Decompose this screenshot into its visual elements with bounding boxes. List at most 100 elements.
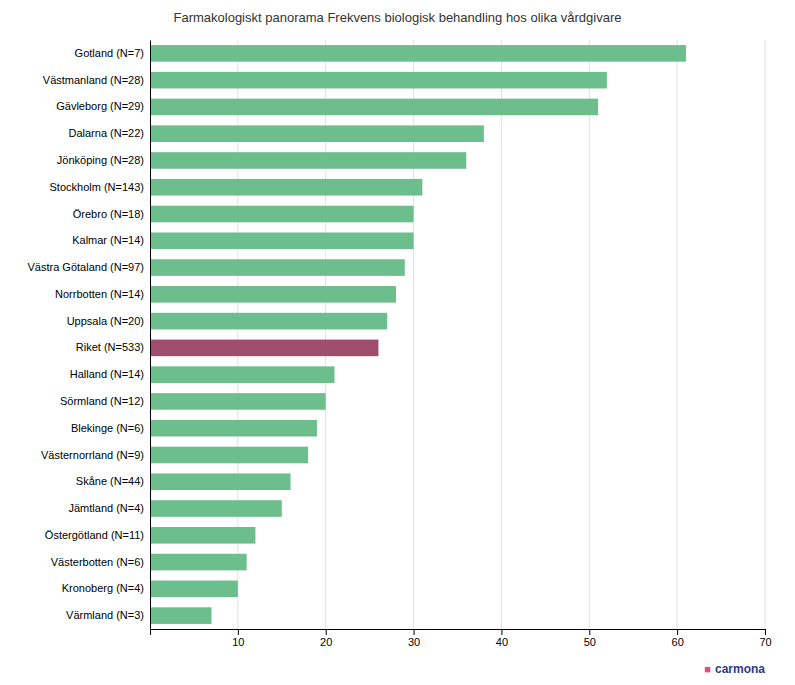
tick-label: Gävleborg (N=29): [56, 100, 144, 112]
x-axis: 10 20 30 40 50 60 70: [151, 629, 772, 648]
tick-label: Stockholm (N=143): [50, 181, 144, 193]
y-axis: Gotland (N=7) Västmanland (N=28) Gävleborg…: [28, 41, 151, 630]
tick: Jönköping (N=28): [57, 154, 144, 166]
tick: Halland (N=14): [70, 368, 144, 380]
tick: Jämtland (N=4): [68, 502, 144, 514]
tick: Uppsala (N=20): [67, 315, 144, 327]
tick-label: 20: [320, 636, 332, 648]
tick-label: Riket (N=533): [76, 341, 144, 353]
tick: Norrbotten (N=14): [55, 288, 144, 300]
tick-label: Västmanland (N=28): [43, 74, 144, 86]
tick: Sörmland (N=12): [60, 395, 144, 407]
tick-mark: [765, 629, 766, 635]
tick-label: Örebro (N=18): [73, 208, 144, 220]
tick: Gotland (N=7): [75, 47, 144, 59]
tick-label: Halland (N=14): [70, 368, 144, 380]
tick: Riket (N=533): [76, 341, 144, 353]
tick-mark: [501, 629, 502, 635]
bar: [150, 45, 686, 62]
tick-label: Dalarna (N=22): [68, 127, 144, 139]
tick: Östergötland (N=11): [45, 529, 144, 541]
tick-label: Västra Götaland (N=97): [28, 261, 144, 273]
tick: Örebro (N=18): [73, 208, 144, 220]
plot: 10 20 30 40 50 60 70 Gotland (N=7) Västmanland (…: [28, 40, 772, 648]
tick-label: Västerbotten (N=6): [51, 556, 144, 568]
bar: [150, 447, 308, 464]
tick-label: Västernorrland (N=9): [41, 448, 144, 460]
axis-line: [150, 41, 151, 630]
title: Farmakologiskt panorama Frekvens biologi…: [173, 10, 621, 25]
tick-label: Uppsala (N=20): [67, 315, 144, 327]
bar: [150, 152, 466, 169]
grid-line: [589, 40, 590, 629]
tick-label: Norrbotten (N=14): [55, 288, 144, 300]
tick-label: 60: [672, 636, 684, 648]
tick-label: 30: [408, 636, 420, 648]
bar: [150, 259, 405, 276]
tick: Dalarna (N=22): [68, 127, 144, 139]
bar: [150, 72, 607, 89]
tick-label: Östergötland (N=11): [45, 529, 144, 541]
axis-line: [151, 630, 766, 636]
logo: carmona ■: [704, 662, 765, 676]
tick: Västra Götaland (N=97): [28, 261, 144, 273]
tick-label: Jämtland (N=4): [68, 502, 144, 514]
tick: 30: [408, 629, 420, 648]
tick-label: Kronoberg (N=4): [62, 582, 144, 594]
bar: [150, 581, 238, 598]
tick: 40: [496, 629, 508, 648]
tick: Gävleborg (N=29): [56, 100, 144, 112]
tick-label: Kalmar (N=14): [72, 234, 144, 246]
grid-line: [501, 40, 502, 629]
tick-label: 10: [232, 636, 244, 648]
bar: [150, 313, 387, 330]
bar: [150, 125, 484, 142]
bar: [150, 607, 212, 624]
tick-label: Jönköping (N=28): [57, 154, 144, 166]
tick: 20: [320, 629, 332, 648]
tick-mark: [677, 629, 678, 635]
bar: [150, 420, 317, 437]
tick: Kronoberg (N=4): [62, 582, 144, 594]
bar: [150, 393, 326, 410]
tick: Kalmar (N=14): [72, 234, 144, 246]
chart: Farmakologiskt panorama Frekvens biologi…: [0, 0, 795, 685]
annotation: carmona: [715, 662, 765, 676]
bars: [150, 45, 686, 624]
tick: 60: [672, 629, 684, 648]
bar: [150, 206, 414, 223]
tick: 10: [232, 629, 244, 648]
tick-mark: [414, 629, 415, 635]
tick: Skåne (N=44): [76, 475, 144, 487]
tick-label: Gotland (N=7): [75, 47, 144, 59]
tick-label: 70: [759, 636, 771, 648]
tick: Stockholm (N=143): [50, 181, 144, 193]
tick-mark: [589, 629, 590, 635]
bar: [150, 340, 378, 357]
tick-label: Blekinge (N=6): [71, 422, 144, 434]
bar: [150, 500, 282, 517]
bar: [150, 366, 335, 383]
tick-mark: [238, 629, 239, 635]
grid-line: [765, 40, 766, 629]
tick: Blekinge (N=6): [71, 422, 144, 434]
tick: Värmland (N=3): [66, 609, 144, 621]
bar: [150, 232, 414, 249]
grid-line: [677, 40, 678, 629]
bar: [150, 99, 598, 116]
bar: [150, 554, 247, 571]
tick: 50: [584, 629, 596, 648]
tick-label: Sörmland (N=12): [60, 395, 144, 407]
bar: [150, 473, 291, 490]
annotation: ■: [704, 663, 711, 675]
tick-label: Värmland (N=3): [66, 609, 144, 621]
tick: Västernorrland (N=9): [41, 448, 144, 460]
bar: [150, 179, 422, 196]
bar: [150, 527, 255, 544]
bar: [150, 286, 396, 303]
tick-label: Skåne (N=44): [76, 475, 144, 487]
tick: 70: [759, 629, 771, 648]
tick-mark: [326, 629, 327, 635]
tick-label: 40: [496, 636, 508, 648]
tick: Västmanland (N=28): [43, 74, 144, 86]
